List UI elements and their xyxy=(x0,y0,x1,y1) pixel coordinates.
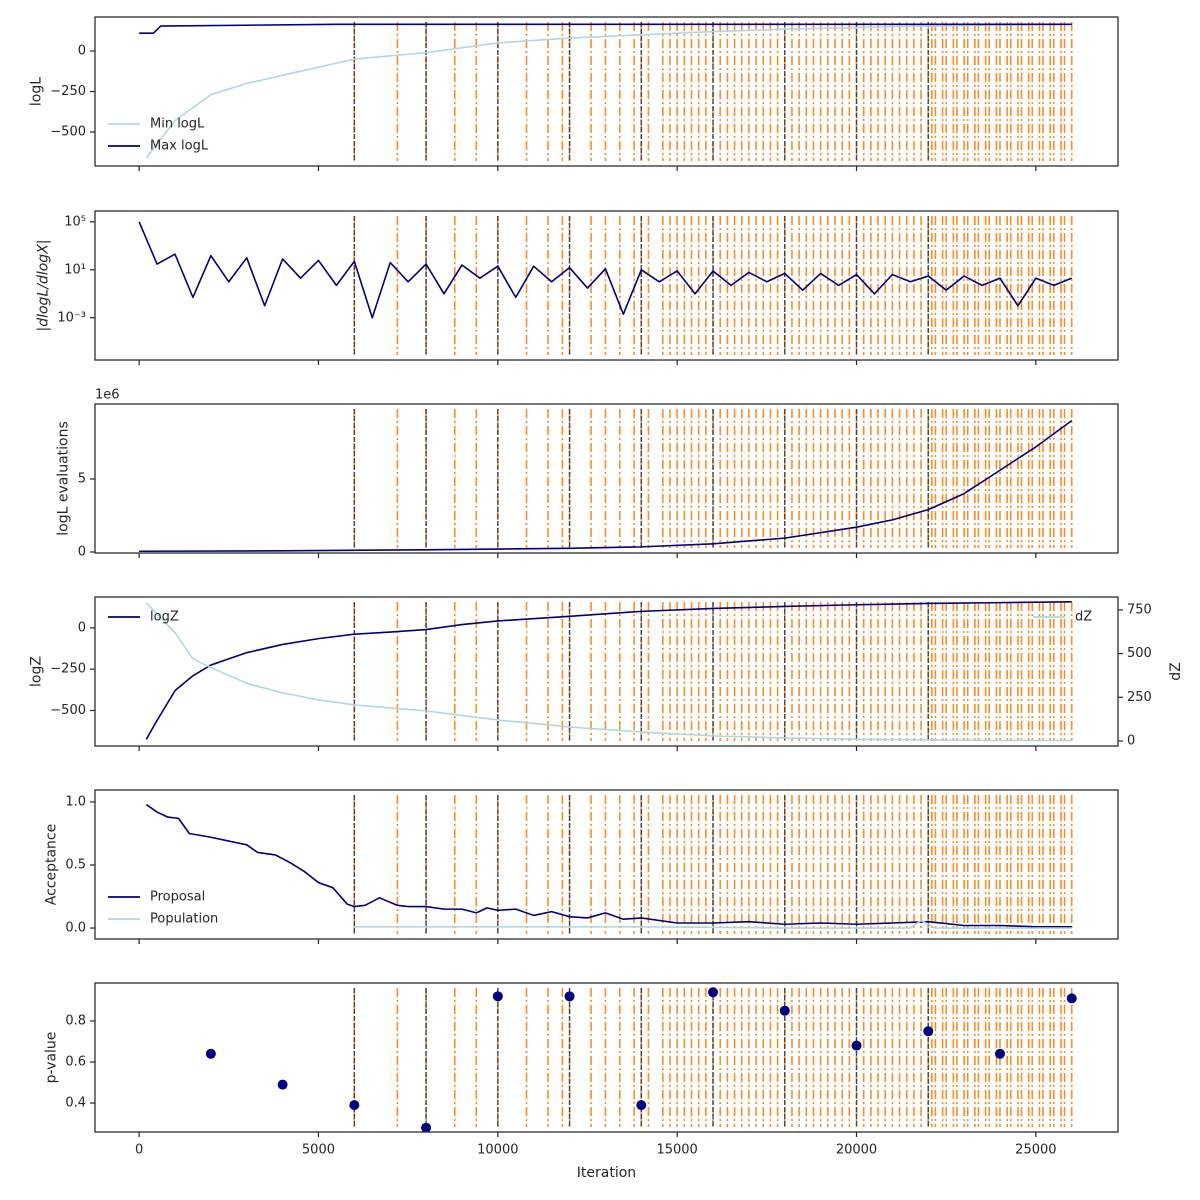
point xyxy=(851,1040,862,1051)
point xyxy=(349,1100,360,1111)
line xyxy=(139,419,1073,553)
panel: −500 −250 0 logL Min logL Max logL xyxy=(28,16,1119,171)
y-tick-label: 10¹ xyxy=(64,262,86,277)
y-axis-label: logL xyxy=(28,77,44,106)
panel: 0 5 logL evaluations 1e6 xyxy=(56,388,1119,559)
line xyxy=(145,23,1072,159)
y-tick-label: 0 xyxy=(78,44,86,59)
y-tick-label: −500 xyxy=(50,703,86,718)
y-tick-label: 0 xyxy=(78,620,86,635)
y-axis-label: logZ xyxy=(28,656,44,687)
line xyxy=(139,23,1072,34)
x-tick-label: 10000 xyxy=(477,1143,518,1158)
x-tick-label: 5000 xyxy=(302,1143,335,1158)
y-tick-label: 10⁵ xyxy=(64,214,86,229)
x-tick-label: 15000 xyxy=(656,1143,697,1158)
point xyxy=(923,1026,934,1037)
line xyxy=(145,803,1072,928)
axes-frame xyxy=(94,982,1119,1133)
y-tick-label: −250 xyxy=(50,84,86,99)
axes-frame xyxy=(94,596,1119,747)
legend-label: Max logL xyxy=(150,139,209,154)
plot-area xyxy=(138,216,1073,355)
line xyxy=(354,919,1072,929)
x-tick-label: 25000 xyxy=(1015,1143,1056,1158)
legend-label: Min logL xyxy=(150,117,205,132)
x-tick-label: 0 xyxy=(135,1143,143,1158)
x-tick-label: 20000 xyxy=(836,1143,877,1158)
point xyxy=(277,1079,288,1090)
point xyxy=(205,1048,216,1059)
y-tick-label: 0.6 xyxy=(65,1055,86,1070)
axes-frame xyxy=(94,210,1119,361)
y-tick-label: 5 xyxy=(78,472,86,487)
y-tick-label: 0 xyxy=(78,544,86,559)
panel: 0 5000 10000 15000 20000 25000 Iteration 0.4 0.6… xyxy=(43,982,1119,1181)
plot-area xyxy=(145,600,1073,742)
plot-area xyxy=(205,987,1077,1132)
y2-axis-label: dZ xyxy=(1168,662,1184,680)
y-axis-label: |dlogL/dlogX| xyxy=(35,240,51,332)
panel: 10⁻³ 10¹ 10⁵ |dlogL/dlogX| xyxy=(35,210,1119,365)
y2-tick-label: 0 xyxy=(1127,733,1135,748)
legend-label: logZ xyxy=(150,610,179,625)
y-tick-label: −250 xyxy=(50,662,86,677)
y2-tick-label: 250 xyxy=(1127,690,1152,705)
y2-tick-label: 750 xyxy=(1127,602,1152,617)
line xyxy=(138,221,1073,319)
y-axis-label: logL evaluations xyxy=(56,421,72,536)
x-axis-label: Iteration xyxy=(577,1165,636,1181)
point xyxy=(994,1048,1005,1059)
panel: −500 −250 0 logZ 0 250 500 750 dZ logZ dZ xyxy=(28,596,1184,751)
y-tick-label: −500 xyxy=(50,124,86,139)
offset-label: 1e6 xyxy=(95,388,120,403)
y-tick-label: 0.0 xyxy=(65,921,86,936)
plot-area xyxy=(139,22,1073,161)
point xyxy=(636,1100,647,1111)
y-tick-label: 1.0 xyxy=(65,794,86,809)
plot-area xyxy=(139,409,1073,553)
point xyxy=(421,1122,432,1132)
line xyxy=(145,602,1072,742)
point xyxy=(564,991,575,1002)
plot-area xyxy=(145,795,1073,934)
point xyxy=(708,987,719,998)
point xyxy=(492,991,503,1002)
legend-label: Proposal xyxy=(150,890,205,905)
panel: 0.0 0.5 1.0 Acceptance Proposal Population xyxy=(43,789,1119,944)
y-axis-label: p-value xyxy=(43,1032,59,1084)
legend-label: Population xyxy=(150,912,218,927)
y-tick-label: 0.8 xyxy=(65,1013,86,1028)
y-axis-label: Acceptance xyxy=(43,824,59,905)
y2-tick-label: 500 xyxy=(1127,646,1152,661)
point xyxy=(1066,993,1077,1004)
legend-label: dZ xyxy=(1075,610,1092,625)
point xyxy=(779,1005,790,1016)
y-tick-label: 0.5 xyxy=(65,858,86,873)
y-tick-label: 0.4 xyxy=(65,1096,86,1111)
line xyxy=(145,600,1072,740)
y-tick-label: 10⁻³ xyxy=(57,310,86,325)
